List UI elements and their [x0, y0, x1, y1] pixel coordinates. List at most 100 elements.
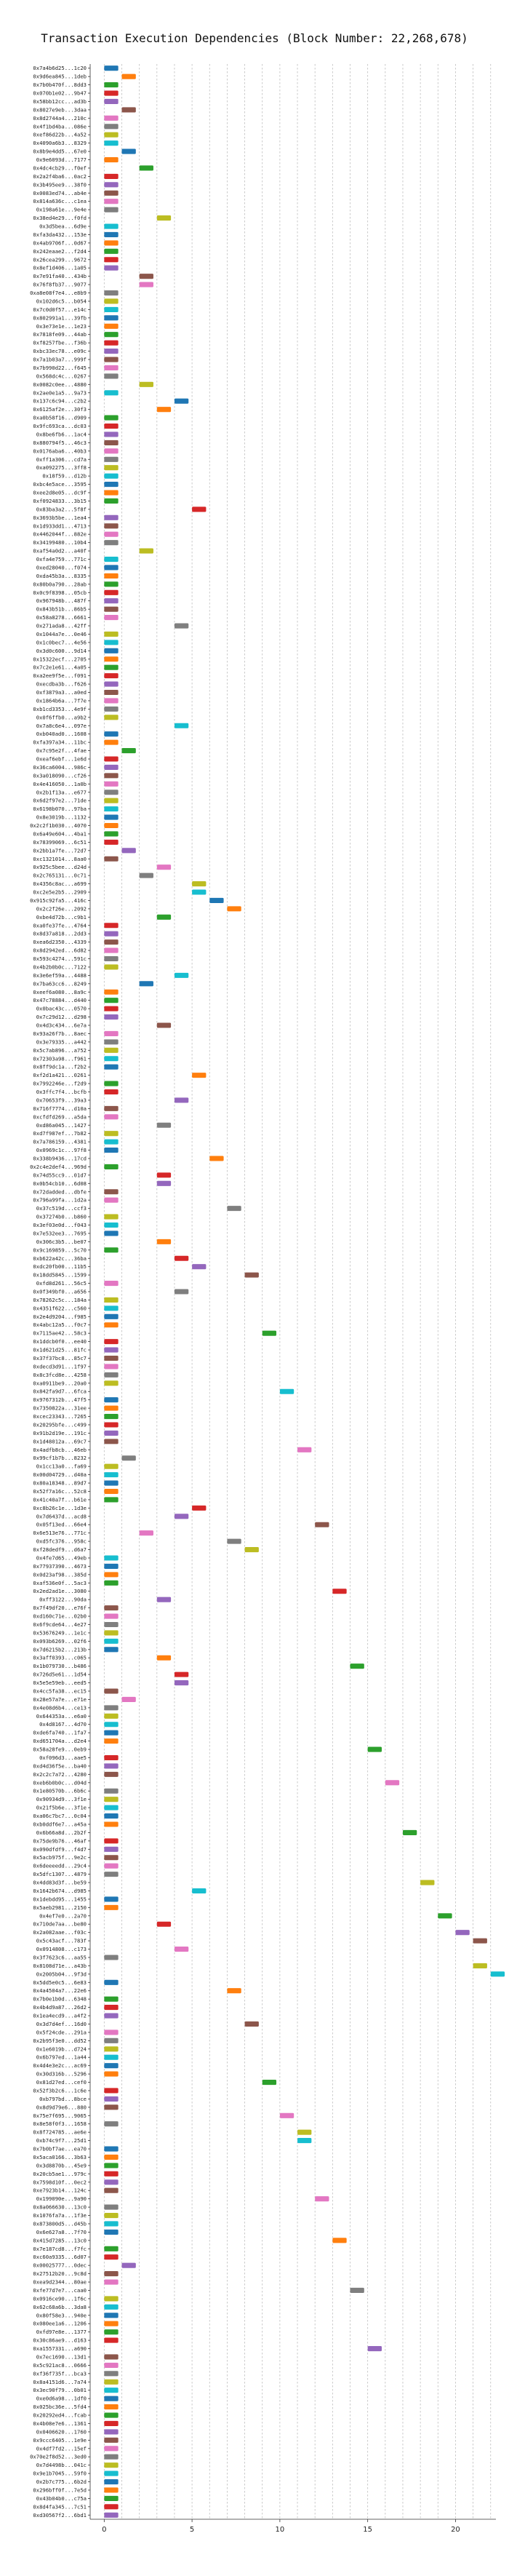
y-tick-label: 0x4462044f...882e	[33, 531, 87, 538]
y-tick-label: 0x78262c5c...184a	[33, 1297, 87, 1303]
transaction-bar	[104, 2379, 119, 2385]
transaction-bar	[139, 274, 153, 279]
y-tick-label: 0x0969c1c...97f8	[36, 1147, 87, 1153]
y-tick-label: 0x8d2942ed...6d82	[33, 947, 87, 954]
transaction-bar	[104, 423, 119, 429]
y-tick-label: 0xd86a045...1427	[36, 1122, 87, 1129]
y-tick-label: 0x2ae0e1a5...9a73	[33, 389, 87, 396]
y-tick-label: 0xc2e5e2b5...2909	[33, 889, 87, 896]
transaction-bar	[279, 2112, 294, 2118]
transaction-bar	[139, 282, 153, 287]
y-tick-label: 0x8a066630...13c0	[33, 2204, 87, 2211]
y-tick-label: 0x0c9f8398...05cb	[33, 589, 87, 596]
y-tick-label: 0x242eaae2...f2d4	[33, 248, 87, 255]
transaction-bar	[104, 1896, 119, 1902]
transaction-bar	[367, 1746, 382, 1752]
y-tick-label: 0x3b495ee9...38f0	[33, 181, 87, 188]
transaction-bar	[104, 2404, 119, 2410]
transaction-bar	[104, 2179, 119, 2185]
transaction-bar	[104, 2046, 119, 2052]
transaction-bar	[104, 648, 119, 653]
transaction-bar	[174, 723, 189, 728]
y-tick-label: 0x1ea4ecd9...a4f2	[33, 2013, 87, 2019]
transaction-bar	[104, 432, 119, 437]
y-tick-label: 0x4a4504a7...22e6	[33, 1987, 87, 1994]
y-tick-label: 0x7d4498b...041c	[36, 2462, 87, 2468]
y-tick-label: 0xfa397a34...11bc	[33, 739, 87, 746]
y-tick-label: 0x7f49df20...e76f	[33, 1605, 87, 1611]
y-tick-label: 0x7c0d0f57...e14c	[33, 306, 87, 313]
y-tick-label: 0x090dfdf9...f4d7	[33, 1846, 87, 1853]
y-tick-label: 0x880794f5...46c3	[33, 440, 87, 446]
y-tick-label: 0x4356c8ac...a699	[33, 880, 87, 887]
transaction-bar	[104, 2271, 119, 2277]
y-tick-label: 0x7b0b470f...8dd3	[33, 82, 87, 88]
transaction-bar	[104, 1372, 119, 1378]
x-tick-label: 5	[190, 2526, 194, 2534]
y-tick-label: 0xff3122...90da	[39, 1597, 87, 1603]
transaction-bar	[104, 440, 119, 445]
y-tick-label: 0x7d6437d...acd8	[36, 1513, 87, 1519]
transaction-bar	[455, 1930, 470, 1936]
transaction-bar	[104, 248, 119, 254]
y-tick-label: 0x15322ecf...2705	[33, 656, 87, 662]
y-tick-label: 0xdecd3d91...1f97	[33, 1363, 87, 1370]
y-tick-label: 0x8b9e4dd5...67e0	[33, 148, 87, 155]
y-tick-label: 0x6b66a8d...2b2f	[36, 1829, 87, 1836]
y-tick-label: 0x4b2b0b0c...7122	[33, 963, 87, 970]
y-tick-label: 0x3f7623c6...aa55	[33, 1954, 87, 1960]
transaction-bar	[104, 2329, 119, 2335]
transaction-bar	[104, 1805, 119, 1810]
transaction-bar	[104, 1006, 119, 1011]
transaction-bar	[104, 565, 119, 571]
transaction-bar	[121, 1455, 136, 1461]
y-tick-label: 0x4d4e3e2c...ac69	[33, 2062, 87, 2069]
y-tick-label: 0x80f58e3...940e	[36, 2312, 87, 2318]
transaction-bar	[385, 1780, 400, 1786]
transaction-bar	[104, 265, 119, 271]
y-tick-label: 0x6125af2e...30f3	[33, 406, 87, 413]
y-tick-label: 0xaf54a0d2...a40f	[33, 548, 87, 554]
transaction-bar	[104, 964, 119, 970]
y-tick-label: 0x6b797ed...1a44	[36, 2054, 87, 2061]
transaction-bar	[104, 115, 119, 121]
y-tick-label: 0x70653f9...39a3	[36, 1097, 87, 1103]
transaction-bar	[104, 65, 119, 71]
transaction-bar	[156, 1239, 172, 1244]
y-tick-label: 0xef86d22b...4a52	[33, 132, 87, 138]
transaction-bar	[192, 889, 207, 895]
transaction-bar	[174, 972, 189, 978]
y-tick-label: 0x58bb12cc...ad3b	[33, 98, 87, 105]
transaction-bar	[156, 1022, 172, 1028]
y-tick-label: 0x77937390...4673	[33, 1563, 87, 1570]
transaction-bar	[104, 731, 119, 737]
y-tick-label: 0x306c3b5...be07	[36, 1239, 87, 1245]
y-tick-label: 0xf2d1a421...0261	[33, 1072, 87, 1078]
y-tick-label: 0x4df7fd2...15ef	[36, 2445, 87, 2452]
transaction-bar	[490, 1971, 505, 1977]
transaction-bar	[104, 1621, 119, 1628]
transaction-bar	[104, 2437, 119, 2443]
y-tick-label: 0x4351f622...c560	[33, 1305, 87, 1311]
y-tick-label: 0x4cc5fa38...ec15	[33, 1687, 87, 1694]
y-tick-label: 0x4090a6b3...8329	[33, 140, 87, 146]
transaction-bar	[104, 448, 119, 454]
y-tick-label: 0x3d0c600...9d14	[36, 648, 87, 654]
y-tick-label: 0x0b54cb10...6d08	[33, 1180, 87, 1187]
y-tick-label: 0x76f8fb37...9077	[33, 282, 87, 288]
transaction-bar	[104, 231, 119, 238]
y-tick-label: 0xd7f987ef...7b82	[33, 1130, 87, 1137]
y-tick-label: 0x8a4151d6...7a74	[33, 2379, 87, 2385]
transaction-bar	[104, 1630, 119, 1636]
transaction-bar	[227, 1538, 241, 1544]
y-tick-label: 0x4e08d6b4...ce13	[33, 1704, 87, 1711]
y-tick-label: 0x8d37a818...2dd3	[33, 931, 87, 937]
y-tick-label: 0x2bb1a7fe...72d7	[33, 847, 87, 854]
y-tick-label: 0x7a8c6e4...097e	[36, 723, 87, 729]
transaction-bar	[104, 1397, 119, 1403]
y-tick-label: 0x7818fe09...44ab	[33, 331, 87, 338]
y-tick-label: 0x4dc4cb29...f0ef	[33, 164, 87, 171]
y-tick-label: 0xcec23343...7265	[33, 1413, 87, 1420]
transaction-bar	[121, 748, 136, 754]
